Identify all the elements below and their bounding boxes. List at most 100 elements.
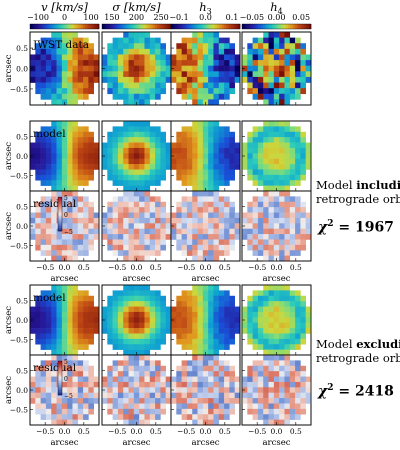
- map-pixel: [149, 414, 156, 420]
- map-pixel: [279, 121, 285, 127]
- map-pixel: [160, 60, 166, 66]
- map-pixel: [93, 223, 100, 229]
- map-pixel: [51, 158, 57, 165]
- map-pixel: [123, 223, 129, 229]
- map-pixel: [234, 322, 241, 329]
- map-pixel: [117, 239, 124, 246]
- map-pixel: [139, 255, 145, 262]
- map-pixel: [67, 180, 73, 186]
- map-pixel: [273, 371, 280, 377]
- map-pixel: [40, 217, 47, 224]
- map-pixel: [234, 317, 241, 323]
- map-pixel: [149, 43, 156, 50]
- map-pixel: [224, 60, 230, 66]
- map-pixel: [202, 88, 209, 95]
- map-pixel: [295, 244, 301, 251]
- map-pixel: [263, 32, 269, 38]
- map-pixel: [202, 76, 209, 83]
- map-pixel: [252, 344, 259, 350]
- map-pixel: [192, 131, 198, 138]
- map-pixel: [284, 71, 291, 78]
- map-pixel: [155, 142, 161, 149]
- map-pixel: [56, 234, 63, 240]
- map-pixel: [300, 71, 306, 78]
- map-pixel: [144, 381, 151, 388]
- map-pixel: [268, 54, 275, 61]
- map-pixel: [295, 376, 301, 383]
- colorbar-tick-label: 0.0: [199, 13, 212, 22]
- map-pixel: [112, 376, 119, 383]
- colorbar-step: [58, 369, 62, 372]
- map-pixel: [268, 355, 275, 361]
- map-pixel: [133, 217, 140, 224]
- map-pixel: [208, 360, 214, 367]
- map-pixel: [268, 164, 275, 170]
- map-pixel: [51, 217, 57, 224]
- map-pixel: [295, 414, 301, 420]
- map-pixel: [171, 392, 177, 399]
- map-pixel: [149, 93, 156, 100]
- map-pixel: [93, 158, 100, 165]
- map-pixel: [51, 169, 57, 176]
- map-pixel: [252, 317, 259, 323]
- map-pixel: [117, 196, 124, 203]
- map-pixel: [268, 295, 275, 302]
- map-pixel: [171, 234, 177, 240]
- map-pixel: [279, 153, 285, 159]
- map-pixel: [247, 88, 253, 95]
- map-pixel: [197, 322, 204, 329]
- map-pixel: [268, 99, 275, 106]
- map-pixel: [139, 191, 145, 197]
- map-pixel: [133, 360, 140, 367]
- map-pixel: [284, 82, 291, 89]
- map-pixel: [155, 212, 161, 219]
- map-pixel: [112, 328, 119, 334]
- map-pixel: [155, 217, 161, 224]
- map-pixel: [56, 65, 63, 72]
- map-pixel: [133, 137, 140, 143]
- map-pixel: [61, 301, 68, 307]
- map-pixel: [213, 414, 220, 420]
- map-pixel: [252, 196, 259, 203]
- x-tick-label: 0.0: [59, 427, 71, 436]
- map-pixel: [149, 169, 156, 176]
- map-pixel: [83, 344, 89, 350]
- map-pixel: [247, 131, 253, 138]
- map-pixel: [128, 126, 135, 133]
- map-pixel: [160, 43, 166, 50]
- map-pixel: [149, 301, 156, 307]
- map-pixel: [247, 48, 253, 55]
- map-pixel: [218, 403, 225, 410]
- map-pixel: [176, 88, 182, 95]
- map-pixel: [192, 403, 198, 410]
- map-pixel: [149, 126, 156, 133]
- map-pixel: [257, 398, 264, 404]
- map-pixel: [273, 88, 280, 95]
- colorbar-step: [122, 24, 126, 29]
- residual-colorbar: 50−5: [57, 195, 73, 236]
- map-pixel: [202, 126, 209, 133]
- map-pixel: [77, 301, 84, 307]
- map-pixel: [284, 408, 291, 415]
- map-pixel: [257, 201, 264, 208]
- map-pixel: [51, 392, 57, 399]
- map-pixel: [197, 126, 204, 133]
- map-pixel: [117, 365, 124, 372]
- colorbar-step: [58, 205, 62, 208]
- map-pixel: [77, 322, 84, 329]
- map-pixel: [51, 153, 57, 159]
- map-pixel: [279, 311, 285, 318]
- map-pixel: [67, 381, 73, 388]
- map-pixel: [117, 201, 124, 208]
- map-pixel: [213, 355, 220, 361]
- map-pixel: [279, 360, 285, 367]
- map-pixel: [123, 403, 129, 410]
- map-pixel: [72, 255, 79, 262]
- map-pixel: [61, 54, 68, 61]
- map-pixel: [67, 65, 73, 72]
- map-pixel: [67, 174, 73, 181]
- map-pixel: [88, 76, 94, 83]
- map-pixel: [242, 76, 248, 83]
- map-pixel: [40, 65, 47, 72]
- map-pixel: [273, 65, 280, 72]
